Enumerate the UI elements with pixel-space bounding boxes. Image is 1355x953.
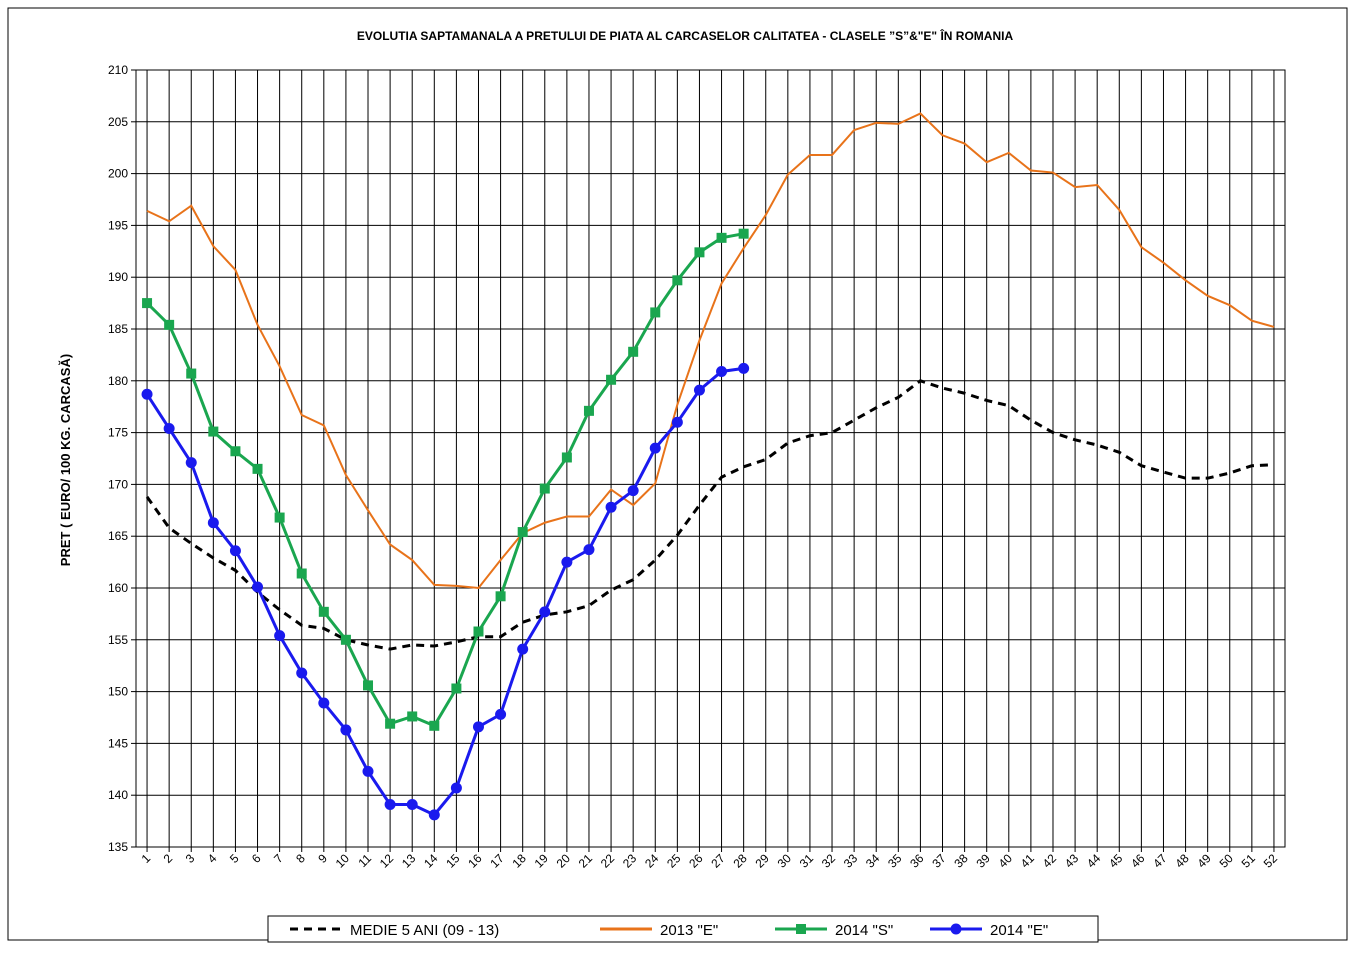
- series-line: [146, 112, 1275, 590]
- marker: [385, 718, 396, 729]
- marker: [495, 708, 507, 720]
- marker: [561, 556, 573, 568]
- marker: [363, 680, 374, 691]
- y-tick-label: 140: [108, 788, 128, 802]
- marker: [229, 545, 241, 557]
- series-line: [145, 366, 744, 817]
- marker: [208, 426, 219, 437]
- legend-label: 2014 "S": [835, 922, 893, 939]
- y-tick-label: 175: [108, 426, 128, 440]
- marker: [296, 568, 307, 579]
- plot-area: [135, 69, 1286, 848]
- marker: [539, 483, 550, 494]
- y-tick-label: 180: [108, 374, 128, 388]
- marker: [472, 721, 484, 733]
- y-tick-label: 200: [108, 167, 128, 181]
- legend-label: 2014 "E": [990, 922, 1048, 939]
- y-axis-label: PRET ( EURO/ 100 KG. CARCASĂ): [58, 354, 73, 566]
- marker: [517, 643, 529, 655]
- marker: [605, 501, 617, 513]
- y-tick-label: 195: [108, 218, 128, 232]
- marker: [340, 724, 352, 736]
- marker: [230, 446, 241, 457]
- marker: [407, 711, 418, 722]
- marker: [340, 634, 351, 645]
- marker: [561, 452, 572, 463]
- y-tick-label: 160: [108, 581, 128, 595]
- marker: [627, 485, 639, 497]
- y-tick-label: 205: [108, 115, 128, 129]
- marker: [185, 457, 197, 469]
- marker: [694, 247, 705, 258]
- y-tick-label: 155: [108, 633, 128, 647]
- y-tick-label: 190: [108, 270, 128, 284]
- grid: 135 140 145 150 155 160 165 170 175 180 185 190 195 2…: [108, 63, 1286, 871]
- marker: [274, 630, 286, 642]
- legend: MEDIE 5 ANI (09 - 13) 2013 "E" 2014 "S" 201…: [290, 922, 1048, 939]
- y-tick-label: 210: [108, 63, 128, 77]
- marker: [716, 365, 728, 377]
- chart-title: EVOLUTIA SAPTAMANALA A PRETULUI DE PIATA…: [357, 28, 1014, 43]
- marker: [495, 591, 506, 602]
- marker: [738, 362, 750, 374]
- marker: [583, 544, 595, 556]
- marker: [362, 765, 374, 777]
- legend-marker: [950, 923, 962, 935]
- y-tick-label: 185: [108, 322, 128, 336]
- marker: [671, 416, 683, 428]
- marker: [318, 606, 329, 617]
- marker: [163, 422, 175, 434]
- marker: [517, 527, 528, 538]
- y-tick-label: 165: [108, 529, 128, 543]
- marker: [738, 228, 749, 239]
- marker: [429, 720, 440, 731]
- marker: [141, 388, 153, 400]
- marker: [451, 683, 462, 694]
- marker: [650, 307, 661, 318]
- marker: [583, 405, 594, 416]
- marker: [164, 319, 175, 330]
- marker: [406, 799, 418, 811]
- marker: [274, 512, 285, 523]
- marker: [296, 667, 308, 679]
- marker: [716, 232, 727, 243]
- legend-marker: [796, 924, 806, 934]
- marker: [628, 346, 639, 357]
- marker: [606, 374, 617, 385]
- marker: [252, 463, 263, 474]
- y-tick-label: 170: [108, 477, 128, 491]
- series-line: [145, 232, 744, 728]
- legend-label: MEDIE 5 ANI (09 - 13): [350, 922, 499, 939]
- marker: [539, 606, 551, 618]
- marker: [473, 626, 484, 637]
- marker: [142, 298, 153, 309]
- marker: [207, 517, 219, 529]
- y-tick-label: 135: [108, 840, 128, 854]
- marker: [186, 368, 197, 379]
- y-tick-label: 145: [108, 736, 128, 750]
- marker: [252, 581, 264, 593]
- marker: [318, 697, 330, 709]
- legend-label: 2013 "E": [660, 922, 718, 939]
- marker: [672, 275, 683, 286]
- plot: [141, 112, 1275, 821]
- marker: [384, 799, 396, 811]
- marker: [450, 782, 462, 794]
- marker: [428, 809, 440, 821]
- marker: [693, 384, 705, 396]
- marker: [649, 442, 661, 454]
- y-tick-label: 150: [108, 685, 128, 699]
